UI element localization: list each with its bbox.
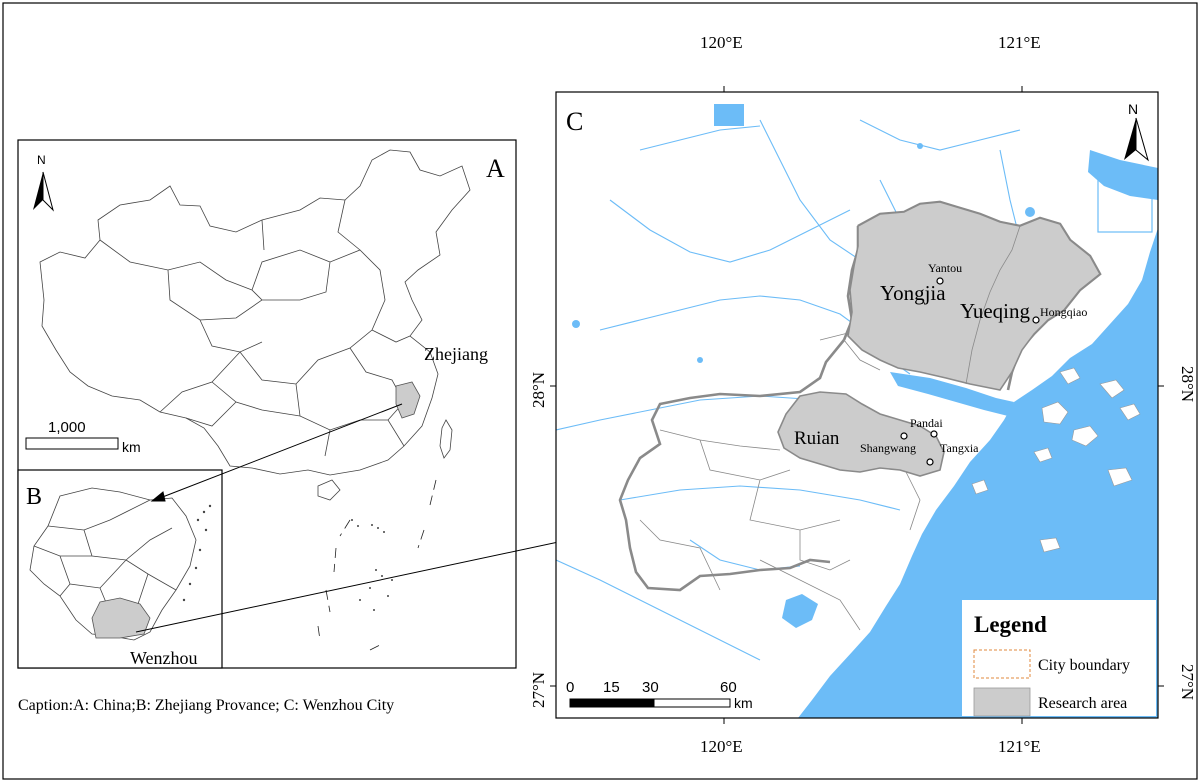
china-outline [39,149,471,476]
lake-southwest [782,594,818,628]
legend-title: Legend [974,612,1047,637]
town-label-yantou: Yantou [928,261,962,275]
panel-a-north-arrow: N [33,153,54,212]
town-label-shangwang: Shangwang [860,441,916,455]
arrow-b-to-c [135,527,625,633]
wenzhou-label: Wenzhou [130,648,198,668]
legend-swatch-research-area [973,687,1031,717]
district-ruian: Ruian [794,428,840,449]
ou-river-estuary [890,372,1014,416]
islands [971,367,1141,553]
scale-tick-0: 0 [566,679,574,696]
panel-c-frame [555,91,1159,719]
legend-label-research-area: Research area [1038,695,1127,712]
zhejiang-islands [182,504,212,602]
lat-label-left-27: 27°N [529,672,548,708]
research-area-ruian [777,391,945,477]
panel-c-scale-bar: 0 15 30 60 km [566,679,753,711]
province-lines [99,199,411,457]
lon-label-bottom-121: 121°E [998,737,1041,756]
yongjia-yueqing-divider [965,225,1021,385]
town-points [900,277,1040,466]
scale-tick-30: 30 [642,679,659,696]
lon-label-bottom-120: 120°E [700,737,743,756]
zhejiang-city-lines [33,499,177,613]
town-label-pandai: Pandai [910,416,943,430]
taiwan [439,419,453,459]
legend-swatch-city-boundary [973,649,1031,679]
zhejiang-highlight [395,381,421,419]
arrow-a-to-b [159,403,403,499]
china-map [39,149,471,651]
legend-label-city-boundary: City boundary [1038,657,1130,674]
lat-label-right-28: 28°N [1178,366,1197,402]
lat-label-left-28: 28°N [529,372,548,408]
lon-label-top-120: 120°E [700,33,743,52]
town-point-hongqiao [1032,316,1040,324]
water-bodies [572,104,1153,363]
panel-a-scale-value: 1,000 [48,419,86,436]
panel-a-scale-bar: 1,000 km [25,419,141,455]
panel-c-north-arrow: N [1124,101,1149,162]
town-point-yantou [936,277,944,285]
panel-a-north-label: N [37,153,46,167]
town-label-tangxia: Tangxia [940,441,979,455]
caption: Caption:A: China;B: Zhejiang Provance; C… [18,697,394,714]
panel-a-letter: A [486,154,505,183]
town-point-pandai [930,430,938,438]
graticule-ticks [550,86,1164,724]
panel-b-letter: B [26,484,42,510]
scale-tick-60: 60 [720,679,737,696]
scale-tick-15: 15 [603,679,620,696]
bay-northeast [1088,150,1158,200]
hainan [317,479,341,501]
lon-label-top-121: 121°E [998,33,1041,52]
panel-c-north-label: N [1128,101,1138,117]
district-yueqing: Yueqing [960,299,1030,323]
sea [798,176,1158,718]
panel-c-scale-unit: km [734,695,753,711]
town-point-shangwang [900,432,908,440]
south-sea-line [317,479,437,651]
panel-b: B Wenzhou [17,469,223,669]
zhejiang-label: Zhejiang [424,344,488,364]
district-yongjia: Yongjia [880,281,946,305]
lat-label-right-27: 27°N [1178,664,1197,700]
panel-c-letter: C [566,107,583,136]
legend: Legend City boundary Research area [962,600,1156,717]
town-label-hongqiao: Hongqiao [1040,305,1087,319]
panel-a-scale-unit: km [122,439,141,455]
panel-c: C 120°E 121°E 120°E 121°E 28°N 27°N 28°N… [529,33,1197,756]
south-sea-islands [351,519,393,611]
town-point-tangxia [926,458,934,466]
research-area-yongjia-yueqing [847,201,1102,391]
wenzhou-highlight [91,597,151,639]
